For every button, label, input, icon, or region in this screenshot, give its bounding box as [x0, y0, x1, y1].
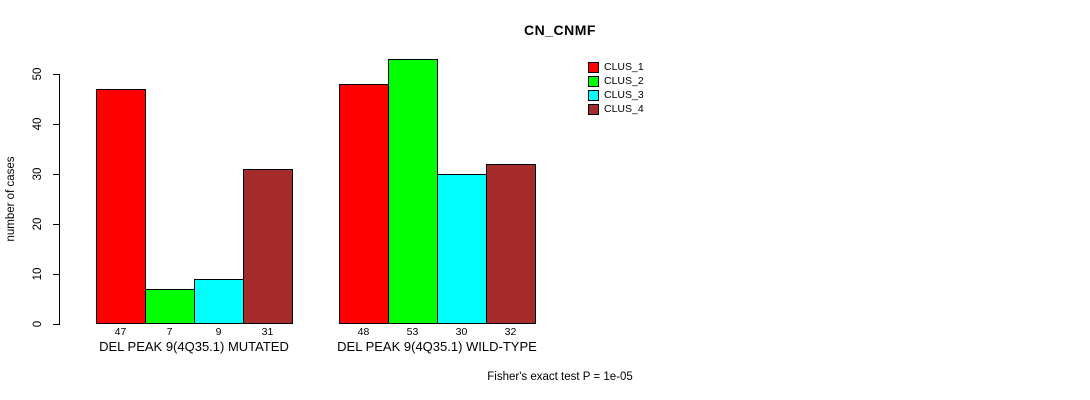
bar-value-label: 32 — [504, 326, 517, 338]
bar-clus_1-group1 — [96, 89, 146, 324]
y-axis-tick — [53, 74, 60, 75]
chart-title: CN_CNMF — [524, 22, 596, 38]
category-label: DEL PEAK 9(4Q35.1) WILD-TYPE — [337, 339, 537, 354]
y-axis-label: number of cases — [5, 156, 17, 242]
bar-value-label: 53 — [406, 326, 419, 338]
y-axis-tick — [53, 274, 60, 275]
legend-label: CLUS_1 — [604, 61, 644, 73]
legend-label: CLUS_4 — [604, 103, 644, 115]
bar-clus_4-group1 — [243, 169, 293, 324]
y-axis-tick-label: 10 — [32, 267, 44, 281]
bar-clus_2-group2 — [388, 59, 438, 324]
fisher-test-annotation: Fisher's exact test P = 1e-05 — [487, 371, 633, 383]
legend-swatch-clus_1 — [588, 62, 599, 73]
bar-value-label: 31 — [261, 326, 274, 338]
legend-swatch-clus_2 — [588, 76, 599, 87]
bar-clus_3-group2 — [437, 174, 487, 324]
y-axis-tick-label: 20 — [32, 217, 44, 231]
bar-value-label: 47 — [114, 326, 127, 338]
bar-value-label: 7 — [166, 326, 173, 338]
bar-value-label: 30 — [455, 326, 468, 338]
y-axis-tick — [53, 324, 60, 325]
legend-swatch-clus_4 — [588, 104, 599, 115]
category-label: DEL PEAK 9(4Q35.1) MUTATED — [99, 339, 289, 354]
legend-label: CLUS_3 — [604, 89, 644, 101]
legend-label: CLUS_2 — [604, 75, 644, 87]
bar-value-label: 9 — [215, 326, 222, 338]
bar-clus_3-group1 — [194, 279, 244, 324]
bar-clus_4-group2 — [486, 164, 536, 324]
y-axis-line — [59, 74, 60, 325]
bar-clus_1-group2 — [339, 84, 389, 324]
y-axis-tick-label: 40 — [32, 117, 44, 131]
y-axis-tick-label: 50 — [32, 67, 44, 81]
bar-value-label: 48 — [357, 326, 370, 338]
y-axis-tick — [53, 124, 60, 125]
y-axis-tick-label: 30 — [32, 167, 44, 181]
legend-swatch-clus_3 — [588, 90, 599, 101]
bar-clus_2-group1 — [145, 289, 195, 324]
y-axis-tick — [53, 174, 60, 175]
y-axis-tick — [53, 224, 60, 225]
y-axis-tick-label: 0 — [32, 320, 44, 328]
